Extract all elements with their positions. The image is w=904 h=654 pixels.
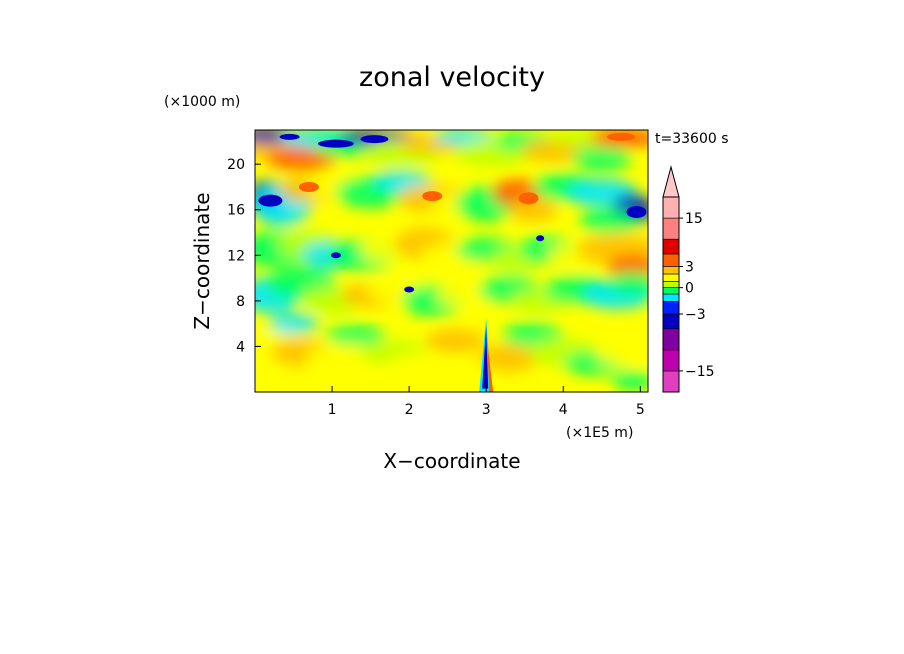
y-tick-label: 12 <box>227 248 245 264</box>
field-contour-blob <box>594 338 648 367</box>
field-detail-spot <box>422 191 443 202</box>
y-tick-label: 8 <box>236 294 245 310</box>
field-detail <box>258 132 647 392</box>
colorbar-segment <box>662 217 680 240</box>
field-contour-blob <box>571 146 632 171</box>
colorbar-segment <box>662 293 680 302</box>
colorbar-segment <box>662 287 680 295</box>
field-contour-blob <box>425 328 486 353</box>
colorbar-segment <box>662 349 680 372</box>
field-contour-blob <box>389 351 460 376</box>
colorbar-segment <box>662 266 680 275</box>
x-axis: 1 2 3 4 5 <box>328 386 645 418</box>
colorbar-tick-label: 0 <box>685 281 694 297</box>
field-detail-spot <box>330 252 341 259</box>
field-detail-spot <box>518 192 539 205</box>
colorbar-segment <box>662 370 680 393</box>
x-axis-label: X−coordinate <box>383 449 520 473</box>
x-unit-label: (×1E5 m) <box>566 425 633 441</box>
field-detail-spot <box>404 286 415 293</box>
velocity-field <box>255 130 648 392</box>
x-tick-label: 3 <box>482 402 491 418</box>
field-contour-blob <box>304 343 375 372</box>
x-tick-label: 4 <box>559 402 568 418</box>
field-contour-blob <box>325 325 386 346</box>
colorbar-segment <box>662 253 680 267</box>
field-jet-side <box>487 340 494 392</box>
field-detail-spot <box>298 181 319 192</box>
field-contour-blob <box>607 271 648 296</box>
x-tick-label: 2 <box>405 402 414 418</box>
colorbar-segment <box>662 273 680 282</box>
x-tick-label: 5 <box>636 402 645 418</box>
field-detail-spot <box>317 139 354 148</box>
chart-title: zonal velocity <box>359 62 545 93</box>
y-axis: 4 8 12 16 20 <box>227 157 261 355</box>
x-tick-label: 1 <box>328 402 337 418</box>
colorbar-segment <box>662 196 680 219</box>
field-contour-blob <box>479 343 540 372</box>
field-contour-blob <box>507 197 558 222</box>
colorbar-tick-label: −15 <box>685 364 715 380</box>
field-detail-spot <box>360 135 389 144</box>
field-contour-blob <box>579 209 640 234</box>
plot-frame <box>254 129 649 393</box>
colorbar-tick-label: 3 <box>685 260 694 276</box>
y-tick-label: 16 <box>227 203 245 219</box>
field-detail-spot <box>536 235 545 242</box>
colorbar-extend-arrow <box>662 165 680 198</box>
colorbar-tick-label: 15 <box>685 211 703 227</box>
field-detail-spot <box>258 194 283 207</box>
colorbar-tick-label: −3 <box>685 307 706 323</box>
colorbar-segment <box>662 313 680 330</box>
colorbar-segment <box>662 238 680 255</box>
colorbar-frame <box>662 196 680 393</box>
field-detail-spot <box>626 206 647 219</box>
field-detail-spot <box>607 132 636 141</box>
colorbar-segment <box>662 328 680 351</box>
colorbar: 15 3 0 −3 −15 <box>662 165 715 393</box>
field-contours <box>255 130 648 391</box>
field-detail-spot <box>279 133 300 140</box>
colorbar-segment <box>662 301 680 315</box>
time-label: t=33600 s <box>655 131 729 147</box>
y-unit-label: (×1000 m) <box>164 94 240 110</box>
colorbar-segment <box>662 281 680 288</box>
y-axis-label: Z−coordinate <box>190 192 214 329</box>
y-tick-label: 20 <box>227 157 245 173</box>
field-contour-blob <box>612 370 648 391</box>
field-jet-core <box>482 325 489 389</box>
y-tick-label: 4 <box>236 339 245 355</box>
field-contour-blob <box>268 313 319 334</box>
